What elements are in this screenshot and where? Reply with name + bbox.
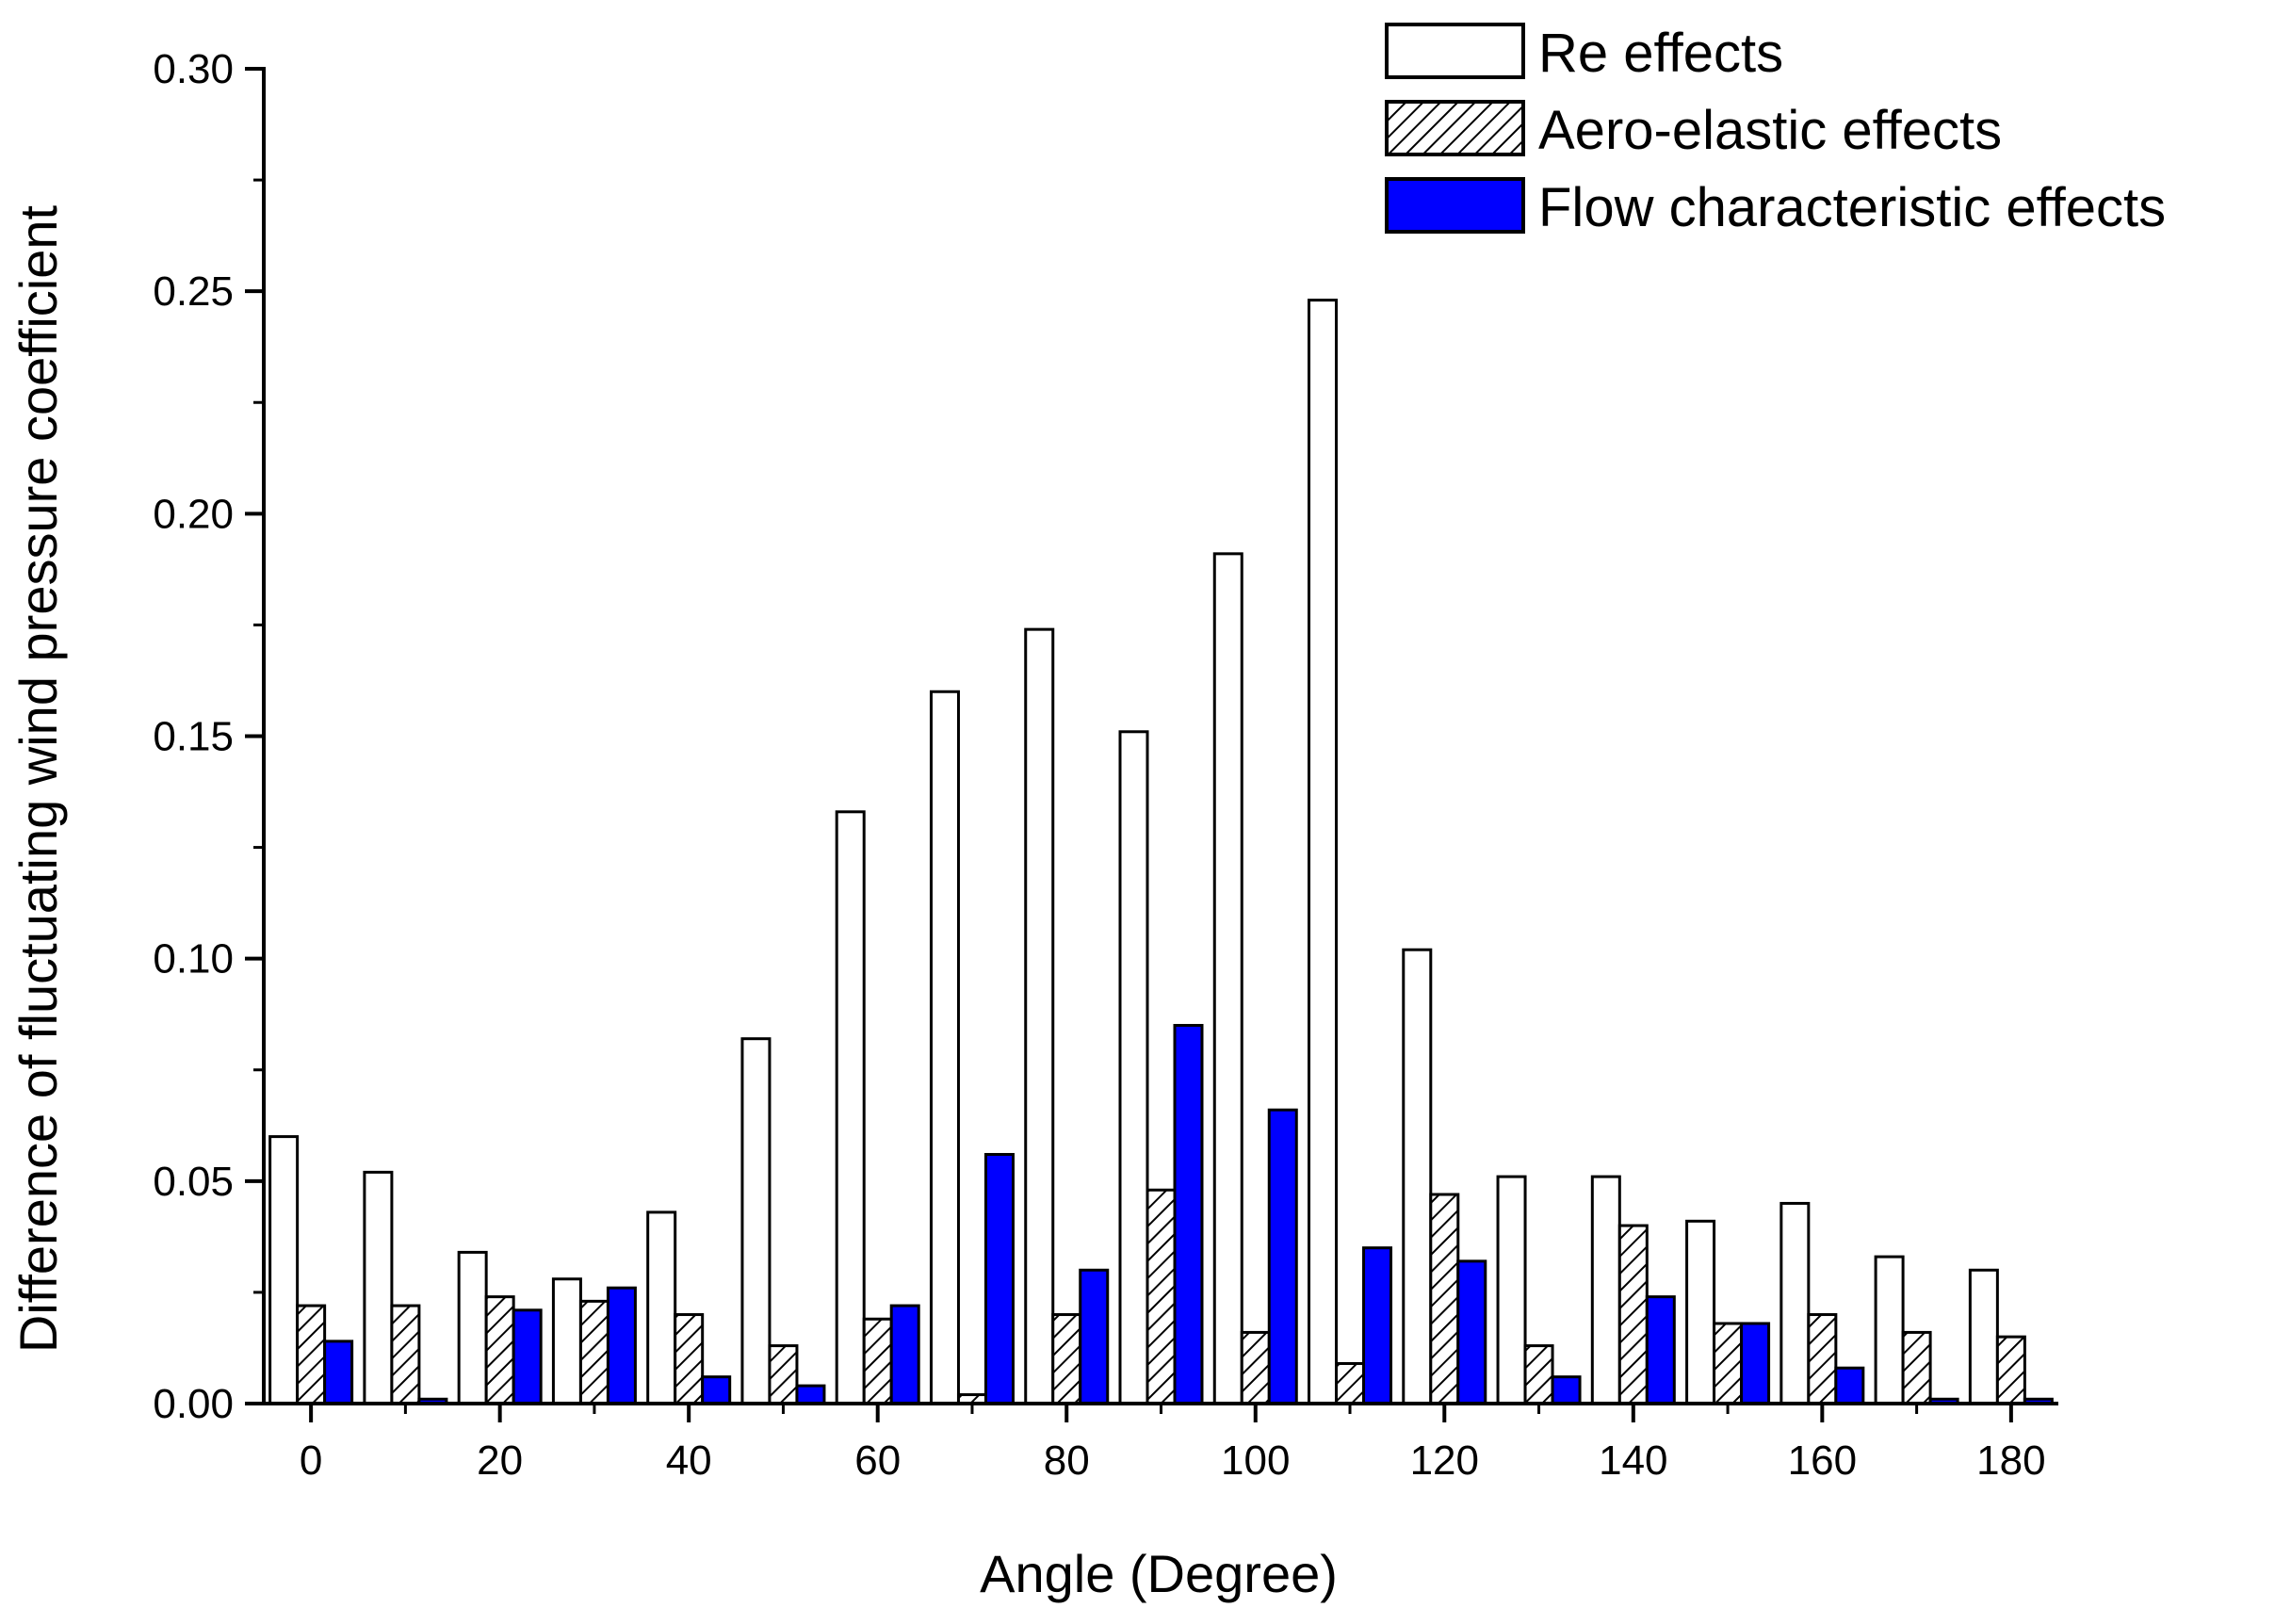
legend-swatch-hatch: [1385, 100, 1525, 156]
bar-blue-30: [606, 1286, 637, 1405]
legend-label-white: Re effects: [1538, 23, 1783, 84]
bar-blue-160: [1834, 1366, 1865, 1405]
bar-blue-120: [1456, 1259, 1487, 1405]
bar-blue-0: [323, 1340, 354, 1405]
x-tick-label-140: 140: [1599, 1437, 1667, 1484]
x-tick-label-60: 60: [854, 1437, 901, 1484]
legend-label-blue: Flow characteristic effects: [1538, 177, 2166, 238]
bar-hatch-10: [390, 1304, 421, 1405]
x-tick-label-100: 100: [1221, 1437, 1290, 1484]
bar-white-70: [929, 690, 960, 1405]
bar-blue-80: [1079, 1268, 1110, 1405]
bar-hatch-140: [1617, 1224, 1649, 1405]
x-tick-label-160: 160: [1788, 1437, 1857, 1484]
bar-white-170: [1874, 1255, 1905, 1405]
bar-blue-50: [795, 1384, 826, 1405]
bar-hatch-130: [1523, 1344, 1554, 1405]
bar-white-120: [1402, 948, 1433, 1405]
x-tick-label-120: 120: [1410, 1437, 1479, 1484]
bar-white-80: [1024, 627, 1055, 1405]
legend-swatch-white: [1385, 23, 1525, 79]
y-tick-label-0.30: 0.30: [153, 46, 234, 92]
bar-white-50: [740, 1037, 772, 1405]
x-tick-label-40: 40: [666, 1437, 712, 1484]
x-tick-label-180: 180: [1976, 1437, 2045, 1484]
bar-white-20: [457, 1250, 488, 1405]
legend-label-hatch: Aero-elastic effects: [1538, 100, 2002, 161]
bar-blue-20: [512, 1308, 543, 1405]
bar-white-150: [1685, 1219, 1716, 1405]
bar-blue-110: [1362, 1246, 1393, 1405]
bar-hatch-120: [1429, 1193, 1460, 1405]
bar-hatch-40: [674, 1313, 705, 1405]
bar-blue-150: [1740, 1322, 1771, 1405]
y-tick-label-0.15: 0.15: [153, 714, 234, 760]
bar-hatch-100: [1240, 1330, 1271, 1405]
bar-white-160: [1779, 1201, 1811, 1405]
bar-hatch-50: [768, 1344, 799, 1405]
bar-hatch-30: [578, 1299, 609, 1405]
x-tick-label-0: 0: [300, 1437, 322, 1484]
legend-swatch-blue: [1385, 177, 1525, 234]
x-tick-label-80: 80: [1044, 1437, 1090, 1484]
y-tick-label-0.20: 0.20: [153, 491, 234, 537]
bar-hatch-90: [1146, 1188, 1177, 1405]
legend: Re effects Aero-elastic effects Flow chara…: [1385, 23, 2166, 238]
bars-group: [268, 299, 2054, 1405]
bar-blue-60: [889, 1304, 920, 1405]
bar-hatch-60: [862, 1317, 893, 1405]
bar-white-90: [1118, 730, 1149, 1405]
bar-blue-130: [1551, 1375, 1582, 1405]
bar-hatch-150: [1713, 1322, 1744, 1405]
bar-white-40: [646, 1210, 677, 1405]
bar-white-30: [551, 1277, 582, 1405]
bar-blue-40: [701, 1375, 732, 1405]
bar-blue-70: [983, 1152, 1015, 1405]
y-tick-label-0.05: 0.05: [153, 1159, 234, 1205]
bar-hatch-110: [1335, 1361, 1366, 1405]
bar-hatch-80: [1051, 1313, 1082, 1405]
bar-hatch-0: [296, 1304, 327, 1405]
bar-white-140: [1590, 1175, 1621, 1405]
bar-white-130: [1496, 1175, 1527, 1405]
y-tick-label-0.10: 0.10: [153, 936, 234, 983]
axes-group: 0.00 0.05 0.10 0.15 0.20 0.25 0.30 0 20 40 60 80 100…: [153, 46, 2058, 1484]
bar-white-100: [1212, 552, 1243, 1405]
bar-hatch-170: [1901, 1330, 1932, 1405]
bar-hatch-180: [1995, 1335, 2026, 1405]
bar-white-0: [268, 1135, 300, 1405]
y-tick-label-0.25: 0.25: [153, 268, 234, 315]
bar-blue-140: [1645, 1295, 1676, 1405]
bar-white-10: [363, 1170, 394, 1405]
y-tick-label-0.00: 0.00: [153, 1381, 234, 1427]
bar-hatch-20: [484, 1295, 515, 1405]
bar-blue-100: [1267, 1108, 1298, 1405]
bar-white-60: [835, 810, 866, 1405]
bar-hatch-160: [1807, 1313, 1838, 1405]
bar-white-180: [1968, 1268, 1999, 1405]
bar-blue-90: [1173, 1024, 1204, 1405]
y-axis-title: Difference of fluctuating wind pressure …: [8, 204, 68, 1353]
bar-white-110: [1308, 299, 1339, 1405]
x-tick-label-20: 20: [477, 1437, 523, 1484]
x-axis-title: Angle (Degree): [980, 1544, 1338, 1603]
